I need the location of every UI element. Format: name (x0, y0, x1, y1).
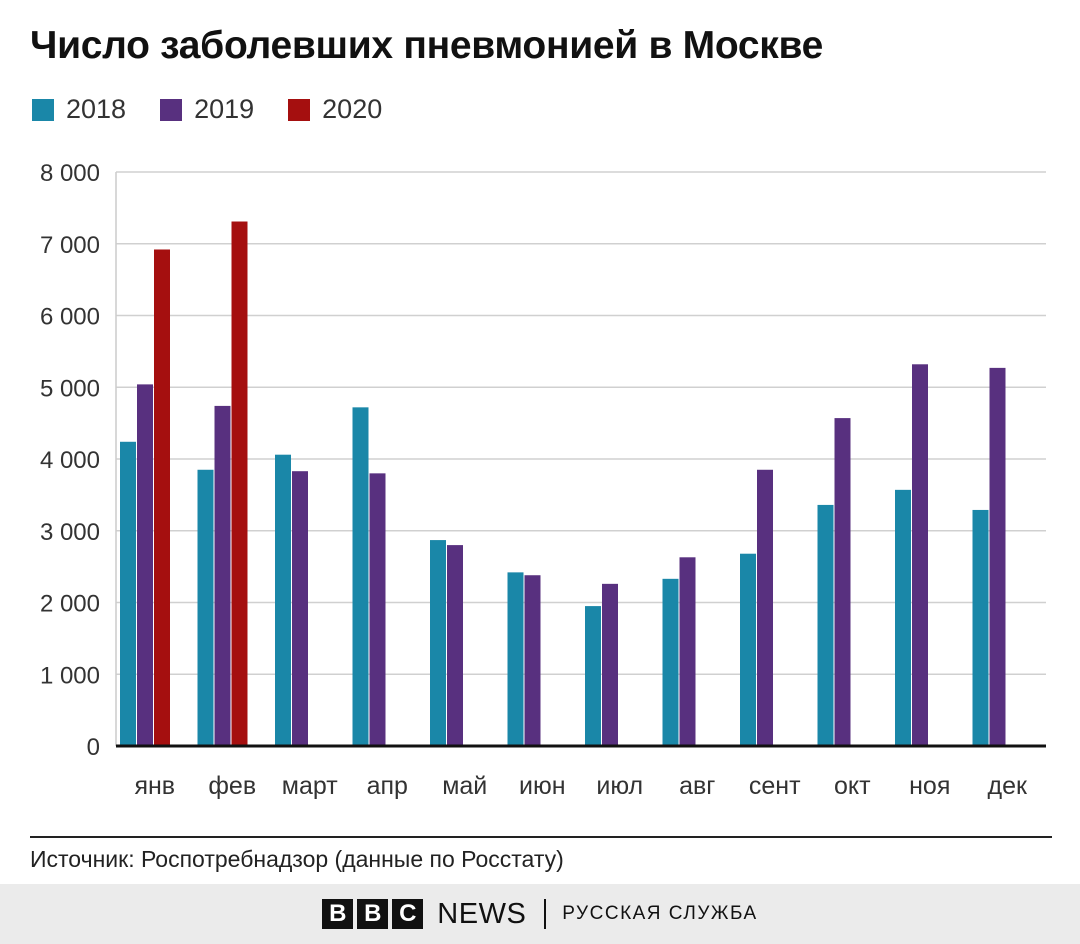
bbc-logo-letter: B (322, 899, 354, 929)
bar-2019-март (292, 471, 308, 746)
service-name: РУССКАЯ СЛУЖБА (562, 903, 758, 924)
bar-chart: 0 1 000 2 000 3 000 4 000 5 000 6 000 7 000 8 00… (40, 160, 1046, 800)
x-tick-label: июл (596, 772, 643, 800)
x-tick-label: март (282, 772, 338, 800)
bar-2018-июн (507, 572, 524, 746)
y-tick-label: 5 000 (40, 375, 100, 402)
legend-swatch (32, 98, 54, 121)
x-tick-label: июн (519, 772, 566, 800)
chart-title: Число заболевших пневмонией в Москве (30, 24, 824, 67)
x-tick-label: авг (679, 772, 715, 800)
bar-2019-янв (137, 384, 153, 746)
bar-2018-июл (585, 606, 601, 746)
bar-2019-сент (757, 469, 773, 746)
bbc-news-wordmark: NEWS (437, 897, 527, 930)
bar-2018-апр (352, 407, 369, 746)
bar-2020-фев (231, 221, 248, 746)
x-tick-label: окт (834, 772, 871, 800)
x-tick-label: ноя (909, 772, 950, 800)
y-tick-label: 0 (87, 734, 100, 761)
bar-2018-фев (197, 469, 214, 746)
chart-legend: 2018 2019 2020 (32, 94, 416, 125)
bar-2018-дек (972, 509, 989, 746)
x-tick-label: янв (134, 772, 175, 800)
legend-item: 2020 (288, 94, 382, 125)
legend-item: 2019 (160, 94, 254, 125)
bar-2019-дек (989, 367, 1006, 746)
x-tick-label: апр (367, 772, 408, 800)
bar-2019-июн (524, 575, 541, 746)
x-tick-label: дек (988, 772, 1028, 800)
legend-label: 2019 (194, 94, 255, 124)
footer-bar: B B C NEWS РУССКАЯ СЛУЖБА (0, 884, 1080, 944)
bar-2018-янв (120, 441, 136, 746)
bar-2018-май (430, 540, 446, 746)
y-tick-label: 3 000 (40, 519, 100, 546)
footer-divider (544, 899, 547, 929)
bar-2018-окт (817, 504, 834, 746)
bar-2018-март (275, 454, 291, 746)
y-tick-label: 7 000 (40, 232, 100, 259)
source-divider (30, 836, 1052, 838)
y-tick-label: 2 000 (40, 591, 100, 618)
y-tick-label: 4 000 (40, 447, 100, 474)
bar-2019-окт (834, 418, 851, 746)
bar-2019-фев (214, 405, 231, 746)
legend-item: 2018 (32, 94, 126, 125)
source-note: Источник: Роспотребнадзор (данные по Рос… (30, 846, 564, 872)
bar-2018-сент (740, 553, 756, 746)
bar-2020-янв (154, 249, 170, 746)
bbc-logo-letter: B (357, 899, 389, 929)
x-tick-label: сент (749, 772, 801, 800)
bar-2018-ноя (895, 489, 911, 746)
bar-2019-ноя (912, 364, 928, 746)
bbc-logo-letter: C (392, 899, 424, 929)
x-tick-label: фев (208, 772, 256, 800)
x-tick-label: май (442, 772, 487, 800)
legend-label: 2018 (66, 94, 127, 124)
bar-2018-авг (662, 578, 679, 746)
legend-label: 2020 (322, 94, 383, 124)
bbc-logo: B B C (322, 899, 427, 929)
y-tick-label: 8 000 (40, 160, 100, 187)
y-tick-label: 6 000 (40, 304, 100, 331)
bar-2019-авг (679, 557, 696, 746)
y-tick-label: 1 000 (40, 662, 100, 689)
legend-swatch (160, 98, 183, 121)
legend-swatch (288, 98, 311, 121)
bar-2019-июл (602, 583, 618, 746)
bar-2019-май (447, 545, 463, 746)
bar-2019-апр (369, 473, 386, 746)
